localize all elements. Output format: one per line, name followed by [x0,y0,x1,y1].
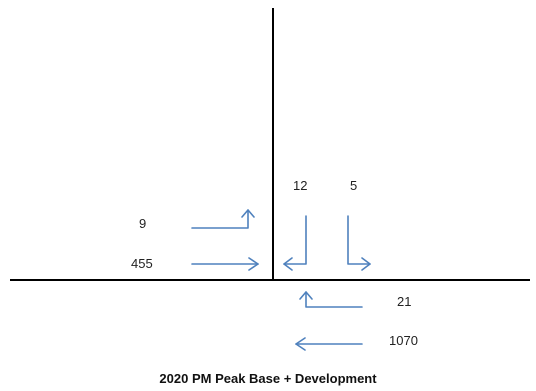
volume-east-right: 21 [397,294,411,309]
volume-west-through: 455 [131,256,153,271]
south-left-turn-arrow [283,215,307,271]
volume-south-left: 12 [293,178,307,193]
south-right-turn-arrow [347,215,371,271]
east-through-arrow [295,337,363,351]
volume-east-through: 1070 [389,333,418,348]
east-right-turn-arrow [299,291,363,308]
volume-south-right: 5 [350,178,357,193]
west-through-arrow [191,257,259,271]
west-left-turn-arrow [191,209,255,229]
volume-west-left: 9 [139,216,146,231]
diagram-caption: 2020 PM Peak Base + Development [159,371,377,386]
